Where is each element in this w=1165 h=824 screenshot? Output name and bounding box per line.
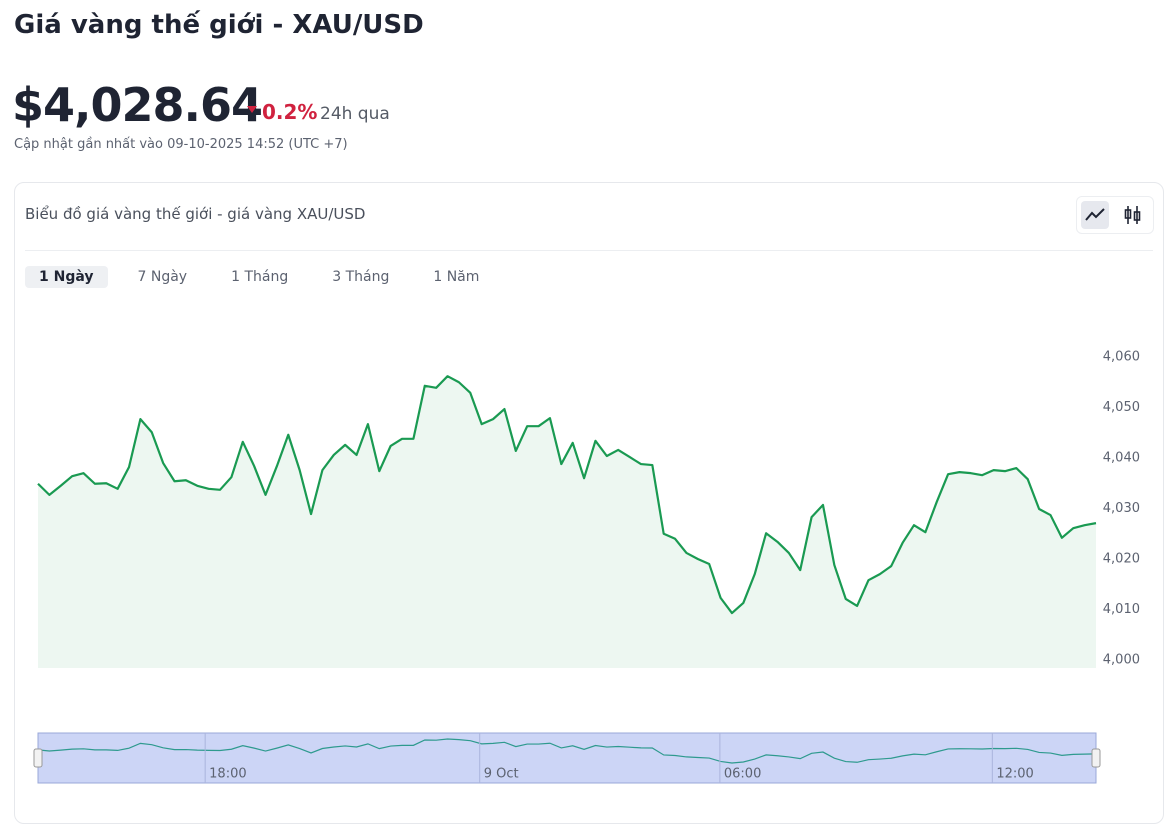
navigator [37, 732, 1097, 784]
navigator-line [37, 738, 1097, 764]
range-tab[interactable]: 1 Năm [433, 269, 480, 285]
y-tick-label: 4,030 [1103, 501, 1140, 516]
page: Giá vàng thế giới - XAU/USD $4,028.64 0.… [0, 0, 1165, 805]
candle-icon [1124, 206, 1141, 224]
navigator-handle[interactable] [33, 748, 43, 768]
range-tab[interactable]: 1 Tháng [231, 269, 289, 285]
line-chart-button[interactable] [1081, 201, 1109, 229]
range-tab[interactable]: 7 Ngày [137, 269, 188, 285]
price-change: 0.2% [247, 100, 317, 124]
navigator-label: 9 Oct [484, 767, 519, 782]
updated-time: Cập nhật gần nhất vào 09-10-2025 14:52 (… [14, 137, 348, 152]
change-period: 24h qua [320, 104, 390, 124]
navigator-label: 12:00 [996, 767, 1033, 782]
area-fill [38, 376, 1096, 668]
navigator-label: 06:00 [724, 767, 761, 782]
range-tab[interactable]: 3 Tháng [332, 269, 390, 285]
navigator-handle[interactable] [1091, 748, 1101, 768]
y-tick-label: 4,060 [1103, 350, 1140, 365]
y-tick-label: 4,050 [1103, 400, 1140, 415]
page-title: Giá vàng thế giới - XAU/USD [14, 10, 424, 40]
candle-chart-button[interactable] [1119, 201, 1147, 229]
card-title: Biểu đồ giá vàng thế giới - giá vàng XAU… [25, 205, 366, 223]
y-tick-label: 4,020 [1103, 552, 1140, 567]
line-icon [1085, 208, 1105, 221]
y-tick-label: 4,000 [1103, 653, 1140, 668]
range-tab[interactable]: 1 Ngày [25, 266, 108, 288]
divider [25, 250, 1153, 251]
chart: 4,000 4,010 4,020 4,030 4,040 4,050 4,060 18:00… [33, 350, 1140, 784]
chart-type-switch [1076, 196, 1154, 234]
y-tick-label: 4,040 [1103, 451, 1140, 466]
price-line [37, 375, 1097, 615]
range-tabs: 1 Ngày 7 Ngày 1 Tháng 3 Tháng 1 Năm [25, 266, 509, 288]
y-tick-label: 4,010 [1103, 602, 1140, 617]
navigator-label: 18:00 [209, 767, 246, 782]
price: $4,028.64 [12, 78, 263, 132]
